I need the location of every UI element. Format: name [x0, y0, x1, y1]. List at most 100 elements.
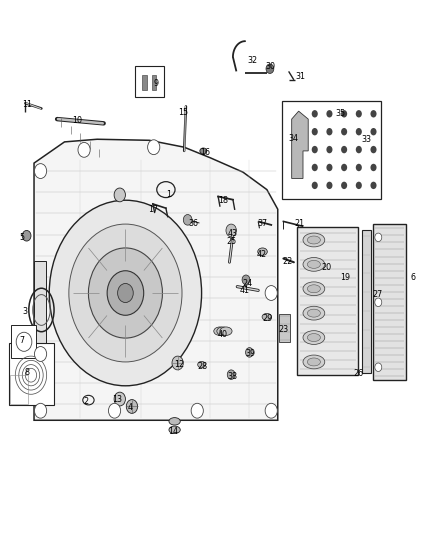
Text: 13: 13	[112, 394, 122, 403]
Circle shape	[265, 286, 277, 301]
Circle shape	[114, 392, 125, 406]
Circle shape	[49, 200, 201, 386]
Ellipse shape	[307, 236, 321, 244]
Ellipse shape	[307, 334, 321, 342]
Circle shape	[356, 182, 362, 189]
Text: 18: 18	[219, 196, 228, 205]
Ellipse shape	[262, 313, 272, 320]
Circle shape	[184, 215, 192, 225]
Ellipse shape	[198, 361, 205, 368]
Circle shape	[22, 230, 31, 241]
Ellipse shape	[303, 233, 325, 247]
Ellipse shape	[303, 282, 325, 296]
Circle shape	[265, 403, 277, 418]
Text: 29: 29	[263, 314, 273, 323]
Circle shape	[356, 164, 362, 171]
Bar	[9, 343, 53, 406]
Text: 23: 23	[279, 325, 289, 334]
Text: 22: 22	[283, 257, 293, 265]
Circle shape	[356, 146, 362, 154]
Circle shape	[371, 182, 377, 189]
Circle shape	[375, 298, 382, 306]
Text: 28: 28	[198, 362, 208, 370]
Circle shape	[312, 110, 318, 117]
Bar	[297, 227, 358, 375]
Circle shape	[312, 128, 318, 135]
Circle shape	[109, 403, 120, 418]
Circle shape	[242, 275, 250, 285]
Circle shape	[172, 356, 184, 370]
Text: 4: 4	[127, 402, 132, 411]
Text: 6: 6	[410, 272, 415, 281]
Text: 20: 20	[322, 263, 332, 272]
Circle shape	[371, 128, 377, 135]
Circle shape	[107, 271, 144, 316]
Circle shape	[326, 146, 332, 154]
Bar	[282, 101, 381, 199]
Circle shape	[341, 128, 347, 135]
Circle shape	[356, 110, 362, 117]
Circle shape	[326, 128, 332, 135]
Circle shape	[341, 164, 347, 171]
Circle shape	[126, 400, 138, 414]
Ellipse shape	[214, 327, 226, 335]
Text: 9: 9	[153, 79, 159, 88]
Circle shape	[117, 284, 133, 303]
Text: 3: 3	[23, 307, 28, 316]
Ellipse shape	[307, 358, 321, 366]
Circle shape	[35, 403, 47, 418]
Ellipse shape	[200, 148, 207, 154]
Circle shape	[312, 182, 318, 189]
Text: 12: 12	[174, 360, 184, 369]
Circle shape	[371, 146, 377, 154]
Text: 39: 39	[245, 350, 255, 359]
Text: 19: 19	[340, 272, 350, 281]
Bar	[152, 75, 156, 91]
Text: 31: 31	[296, 72, 306, 81]
Text: 7: 7	[20, 336, 25, 345]
Text: 35: 35	[335, 109, 345, 118]
Polygon shape	[292, 111, 308, 179]
Text: 14: 14	[168, 427, 178, 437]
Bar	[11, 325, 36, 358]
Text: 43: 43	[228, 229, 238, 238]
Ellipse shape	[258, 248, 267, 255]
Text: 16: 16	[200, 148, 210, 157]
Text: 34: 34	[289, 134, 299, 143]
Circle shape	[356, 128, 362, 135]
Text: 5: 5	[20, 233, 25, 242]
Text: 2: 2	[84, 397, 89, 406]
Ellipse shape	[307, 261, 321, 268]
Circle shape	[35, 346, 47, 361]
Ellipse shape	[217, 327, 229, 335]
Circle shape	[88, 248, 162, 338]
Circle shape	[326, 110, 332, 117]
Text: 21: 21	[294, 219, 304, 228]
Ellipse shape	[307, 285, 321, 293]
Circle shape	[246, 348, 253, 357]
Text: 15: 15	[178, 108, 188, 117]
Circle shape	[191, 403, 203, 418]
Circle shape	[312, 164, 318, 171]
Text: 1: 1	[166, 190, 171, 199]
Circle shape	[371, 110, 377, 117]
Text: 32: 32	[248, 56, 258, 65]
Circle shape	[266, 64, 274, 74]
Circle shape	[341, 146, 347, 154]
Ellipse shape	[303, 257, 325, 271]
Circle shape	[35, 164, 47, 179]
Ellipse shape	[169, 426, 180, 433]
Ellipse shape	[303, 306, 325, 320]
Circle shape	[341, 182, 347, 189]
Text: 42: 42	[257, 251, 267, 260]
Ellipse shape	[303, 330, 325, 344]
Circle shape	[375, 233, 382, 241]
Text: 37: 37	[258, 219, 268, 228]
Ellipse shape	[303, 355, 325, 369]
Bar	[10, 375, 28, 405]
Bar	[142, 75, 147, 91]
Bar	[279, 314, 290, 342]
Ellipse shape	[307, 309, 321, 317]
Circle shape	[371, 164, 377, 171]
Text: 11: 11	[22, 100, 32, 109]
